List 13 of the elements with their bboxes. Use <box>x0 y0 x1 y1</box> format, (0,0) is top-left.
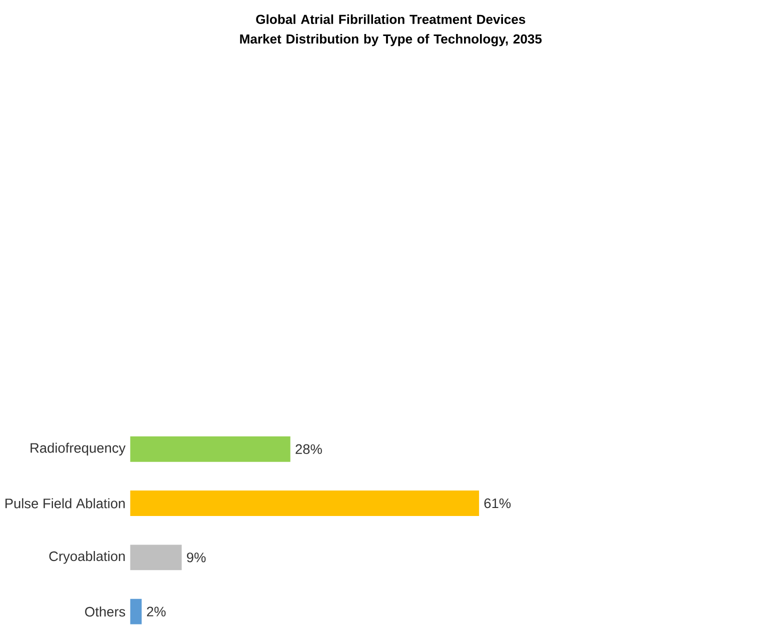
chart-title: Global Atrial Fibrillation Treatment Devices Market Distribution by Type of Technology, 2035 <box>240 14 542 46</box>
data-label: 2% <box>146 606 166 617</box>
data-label: 28% <box>296 444 322 454</box>
bar <box>130 490 480 516</box>
bar <box>130 599 142 624</box>
bar <box>130 436 290 462</box>
y-tick-label: Others <box>85 606 126 617</box>
y-tick-label: Cryoablation <box>49 551 125 564</box>
y-tick-label: Radiofrequency <box>30 442 126 456</box>
bar <box>130 544 182 570</box>
data-label: 9% <box>186 552 206 562</box>
y-tick-label: Pulse Field Ablation <box>5 498 125 509</box>
data-label: 61% <box>484 498 511 508</box>
